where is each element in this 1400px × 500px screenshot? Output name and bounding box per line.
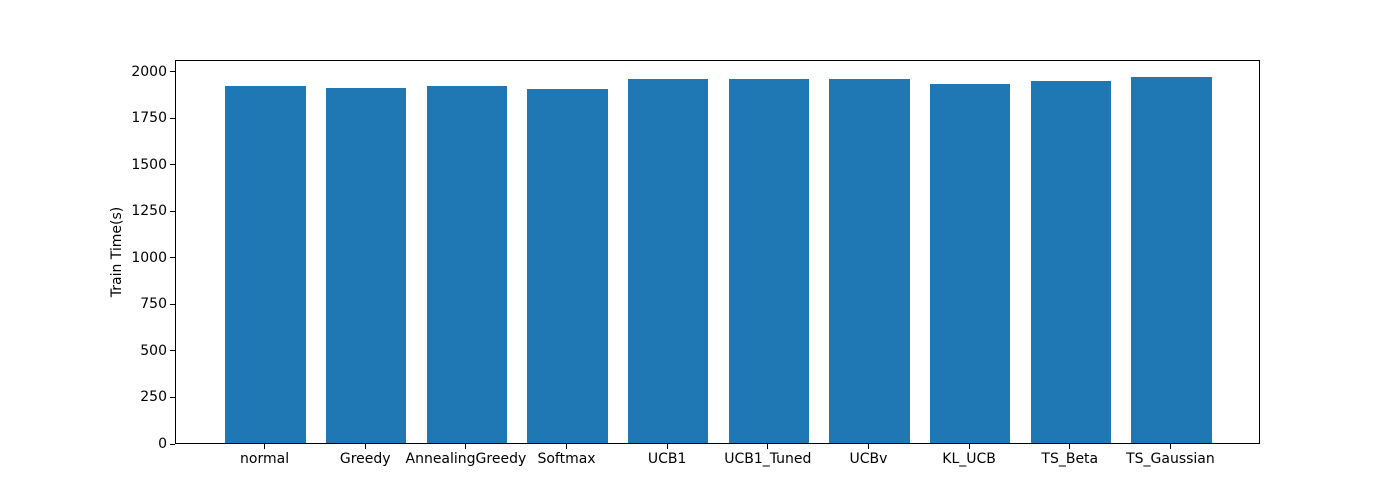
- bar-normal: [225, 86, 306, 443]
- x-tick-mark: [465, 444, 467, 449]
- plot-area: [175, 60, 1260, 444]
- bar-UCB1_Tuned: [728, 79, 810, 443]
- y-tick-label: 1250: [131, 203, 167, 220]
- bar-Softmax: [527, 89, 608, 443]
- x-tick-label-UCB1: UCB1: [647, 451, 687, 467]
- y-tick-mark: [170, 443, 175, 445]
- y-tick-label: 1000: [131, 249, 167, 266]
- bar-UCBv: [829, 79, 910, 443]
- y-tick-label: 0: [158, 436, 167, 452]
- y-tick-mark: [170, 210, 175, 212]
- x-tick-mark: [1069, 444, 1071, 449]
- bar-TS_Beta: [1030, 80, 1112, 443]
- y-tick-mark: [170, 117, 175, 119]
- y-tick-label: 1500: [131, 156, 167, 173]
- x-tick-label-normal: normal: [240, 451, 290, 467]
- y-tick-label: 2000: [131, 63, 167, 80]
- y-tick-mark: [170, 303, 175, 305]
- bar-AnnealingGreedy: [426, 85, 508, 443]
- bar-TS_Gaussian: [1131, 77, 1212, 443]
- y-tick-label: 750: [140, 296, 167, 313]
- x-tick-label-TS_Gaussian: TS_Gaussian: [1126, 451, 1215, 467]
- x-tick-label-AnnealingGreedy: AnnealingGreedy: [405, 451, 527, 467]
- y-tick-mark: [170, 350, 175, 352]
- x-tick-label-UCBv: UCBv: [849, 451, 888, 467]
- x-tick-label-Softmax: Softmax: [537, 451, 596, 467]
- x-tick-label-KL_UCB: KL_UCB: [942, 451, 996, 467]
- bar-UCB1: [627, 78, 709, 443]
- x-tick-mark: [1169, 444, 1171, 449]
- y-tick-label: 500: [140, 342, 167, 359]
- y-tick-label: 250: [140, 389, 167, 406]
- x-tick-mark: [767, 444, 769, 449]
- x-tick-mark: [968, 444, 970, 449]
- x-tick-mark: [566, 444, 568, 449]
- x-tick-label-UCB1_Tuned: UCB1_Tuned: [724, 451, 812, 467]
- y-tick-label: 1750: [131, 110, 167, 127]
- y-tick-mark: [170, 257, 175, 259]
- x-tick-label-Greedy: Greedy: [339, 451, 391, 467]
- bars-layer: [176, 61, 1259, 443]
- x-tick-mark: [364, 444, 366, 449]
- bar-Greedy: [325, 87, 407, 443]
- x-tick-mark: [264, 444, 266, 449]
- y-tick-mark: [170, 164, 175, 166]
- x-tick-mark: [867, 444, 869, 449]
- y-tick-mark: [170, 71, 175, 73]
- x-tick-mark: [666, 444, 668, 449]
- y-tick-mark: [170, 396, 175, 398]
- x-tick-label-TS_Beta: TS_Beta: [1041, 451, 1099, 467]
- bar-KL_UCB: [929, 83, 1011, 443]
